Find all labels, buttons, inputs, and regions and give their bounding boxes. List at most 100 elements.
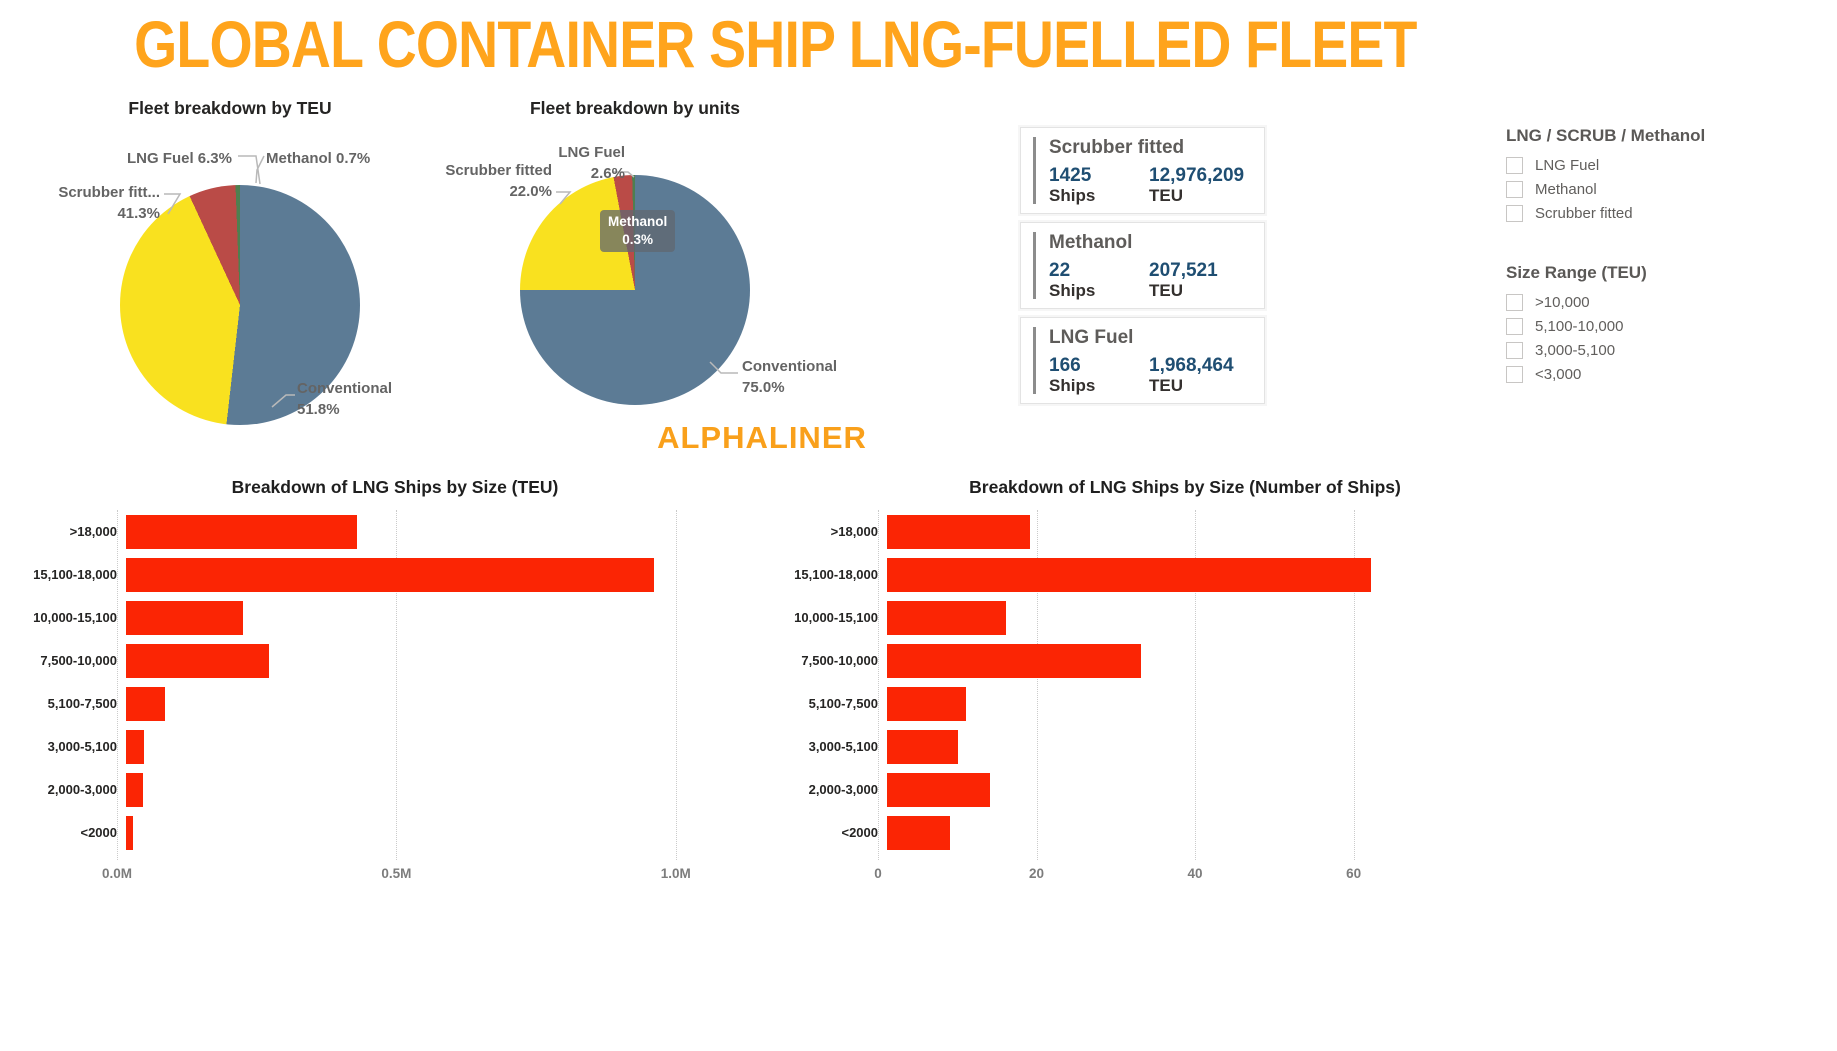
checkbox[interactable] <box>1506 205 1523 222</box>
card-ships-value: 166 <box>1049 355 1081 376</box>
gridline <box>117 510 118 860</box>
x-axis: 0 20 40 60 <box>874 866 1528 886</box>
bar-row: 3,000-5,100 <box>20 725 770 768</box>
card-scrubber-fitted: Scrubber fitted 1425 Ships 12,976,209 TE… <box>1020 127 1265 214</box>
bar-track <box>126 772 749 808</box>
bar-track <box>126 643 749 679</box>
category-label: >18,000 <box>69 524 117 539</box>
pie-teu[interactable] <box>120 185 360 425</box>
bar-track <box>126 600 749 636</box>
bar[interactable] <box>126 514 358 549</box>
bar[interactable] <box>887 514 1030 549</box>
bar[interactable] <box>887 643 1141 678</box>
gridline <box>1195 510 1197 860</box>
bar[interactable] <box>126 729 144 764</box>
bar-track <box>887 514 1537 550</box>
axis-tick-label: 1.0M <box>660 866 691 881</box>
bar-track <box>887 686 1537 722</box>
pie-teu-title: Fleet breakdown by TEU <box>128 98 332 118</box>
bar[interactable] <box>887 772 991 807</box>
category-label: 3,000-5,100 <box>808 739 878 754</box>
filter-fuel-heading: LNG / SCRUB / Methanol <box>1506 126 1706 145</box>
category-label: 15,100-18,000 <box>33 567 117 582</box>
x-axis: 0.0M 0.5M 1.0M <box>102 866 740 886</box>
card-teu-label: TEU <box>1149 376 1183 395</box>
filter-option-methanol[interactable]: Methanol <box>1506 178 1826 201</box>
leader-line <box>255 155 265 184</box>
pie-teu-label-lng: LNG Fuel 6.3% <box>126 150 232 167</box>
checkbox[interactable] <box>1506 294 1523 311</box>
gridline <box>396 510 398 860</box>
checkbox[interactable] <box>1506 342 1523 359</box>
filter-panel: LNG / SCRUB / Methanol LNG Fuel Methanol… <box>1506 126 1826 387</box>
gridline <box>1036 510 1038 860</box>
bar[interactable] <box>126 643 270 678</box>
card-ships-label: Ships <box>1049 186 1096 205</box>
bar-track <box>126 514 749 550</box>
card-accent-bar <box>1033 327 1036 394</box>
bar[interactable] <box>887 686 967 721</box>
card-accent-bar <box>1033 137 1036 204</box>
card-ships-label: Ships <box>1049 376 1096 395</box>
bar-row: 15,100-18,000 <box>20 553 770 596</box>
checkbox[interactable] <box>1506 157 1523 174</box>
bar[interactable] <box>126 815 133 850</box>
bar[interactable] <box>887 557 1371 592</box>
filter-option-scrubber-fitted[interactable]: Scrubber fitted <box>1506 202 1826 225</box>
bar-row: 15,100-18,000 <box>780 553 1590 596</box>
card-title: Methanol <box>1049 232 1133 253</box>
category-label: 10,000-15,100 <box>33 610 117 625</box>
category-label: 10,000-15,100 <box>794 610 878 625</box>
card-methanol: Methanol 22 Ships 207,521 TEU <box>1020 222 1265 309</box>
bar[interactable] <box>887 600 1006 635</box>
checkbox[interactable] <box>1506 181 1523 198</box>
bar-chart-teu-title: Breakdown of LNG Ships by Size (TEU) <box>231 477 559 497</box>
card-ships-label: Ships <box>1049 281 1096 300</box>
axis-tick-label: 0.5M <box>381 866 412 881</box>
page-title: GLOBAL CONTAINER SHIP LNG-FUELLED FLEET <box>133 7 1417 81</box>
checkbox[interactable] <box>1506 318 1523 335</box>
filter-option-lng-fuel[interactable]: LNG Fuel <box>1506 154 1826 177</box>
pie-chart-teu-block: Fleet breakdown by TEU LNG Fuel 6.3% Met… <box>10 90 450 480</box>
axis-tick-label: 0 <box>874 866 882 881</box>
card-teu-value: 207,521 <box>1149 260 1218 281</box>
card-title: LNG Fuel <box>1049 327 1134 348</box>
checkbox[interactable] <box>1506 366 1523 383</box>
bar-row: >18,000 <box>780 510 1590 553</box>
card-teu-value: 12,976,209 <box>1149 165 1245 186</box>
bar-row: 7,500-10,000 <box>20 639 770 682</box>
category-label: >18,000 <box>830 524 878 539</box>
pie-units-title: Fleet breakdown by units <box>529 98 741 118</box>
filter-option-lt3000[interactable]: <3,000 <box>1506 363 1826 386</box>
filter-option-gt10000[interactable]: >10,000 <box>1506 291 1826 314</box>
category-label: <2000 <box>841 825 878 840</box>
gridline <box>1353 510 1355 860</box>
bar-row: 3,000-5,100 <box>780 725 1590 768</box>
bar-track <box>887 729 1537 765</box>
category-label: 7,500-10,000 <box>801 653 878 668</box>
bar-row: 5,100-7,500 <box>780 682 1590 725</box>
category-label: 2,000-3,000 <box>47 782 117 797</box>
bar[interactable] <box>887 815 951 850</box>
pie-units-label-lng: LNG Fuel 2.6% <box>558 144 625 182</box>
filter-option-3000-5100[interactable]: 3,000-5,100 <box>1506 339 1826 362</box>
filter-option-5100-10000[interactable]: 5,100-10,000 <box>1506 315 1826 338</box>
card-ships-value: 1425 <box>1049 165 1092 186</box>
alphaliner-logo: ALPHALINER <box>657 420 867 455</box>
category-label: 5,100-7,500 <box>47 696 117 711</box>
bar[interactable] <box>126 557 654 592</box>
axis-tick-label: 40 <box>1187 866 1203 881</box>
bar[interactable] <box>126 600 244 635</box>
bar[interactable] <box>126 686 166 721</box>
bar-track <box>887 643 1537 679</box>
bar-row: 7,500-10,000 <box>780 639 1590 682</box>
bar-row: 2,000-3,000 <box>780 768 1590 811</box>
bar[interactable] <box>887 729 959 764</box>
bar[interactable] <box>126 772 143 807</box>
axis-tick-label: 0.0M <box>101 866 133 881</box>
filter-size-heading: Size Range (TEU) <box>1506 263 1647 282</box>
bar-chart-plot: >18,000 15,100-18,000 10,000-15,100 7,500-1… <box>20 510 770 881</box>
pie-teu-label-conventional: Conventional 51.8% <box>297 380 393 418</box>
category-label: 7,500-10,000 <box>40 653 117 668</box>
pie-units-label-conventional: Conventional 75.0% <box>742 358 838 396</box>
